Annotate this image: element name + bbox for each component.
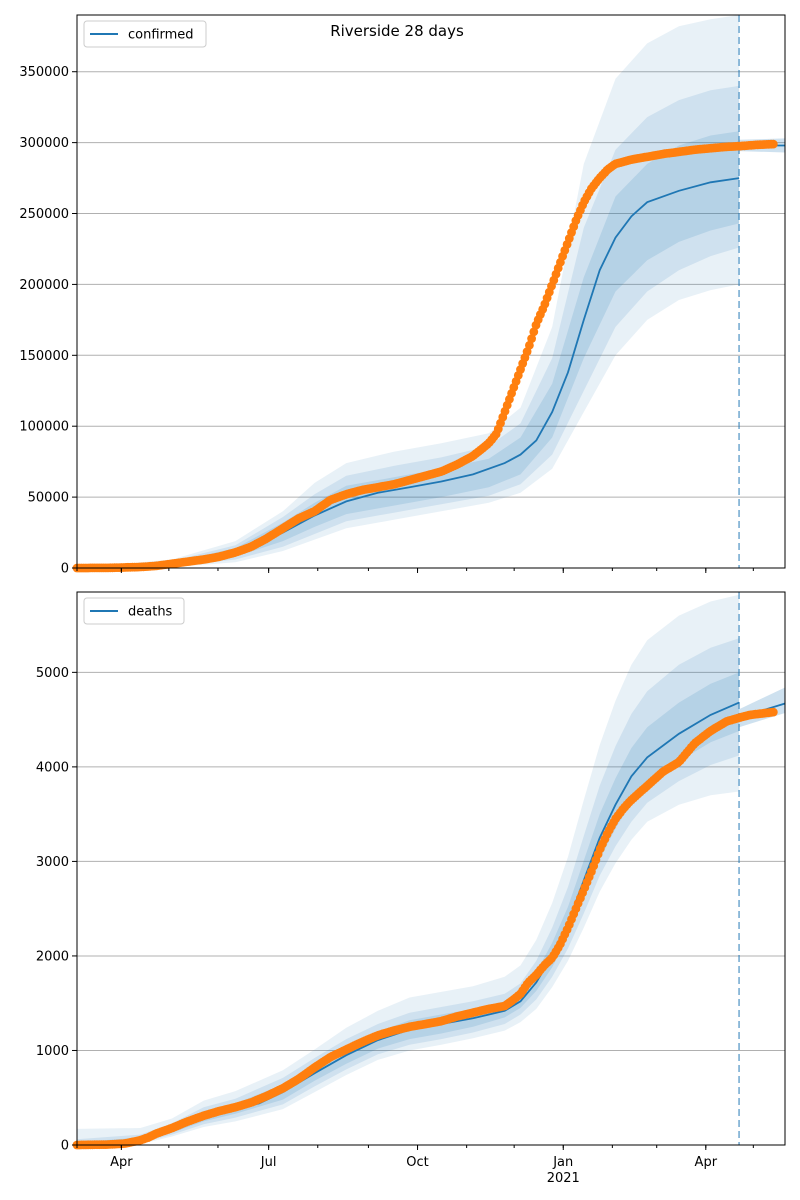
y-tick-label: 300000 <box>19 136 69 151</box>
y-tick-label: 5000 <box>36 666 69 681</box>
x-tick-label: Oct <box>406 1155 428 1170</box>
y-tick-label: 0 <box>61 562 69 577</box>
y-tick-label: 4000 <box>36 760 69 775</box>
deaths-observed-points <box>72 707 778 1150</box>
y-tick-label: 0 <box>61 1139 69 1154</box>
x-tick-label: Apr <box>110 1155 133 1170</box>
y-tick-label: 150000 <box>19 349 69 364</box>
confirmed-legend: confirmed <box>83 20 207 48</box>
deaths-axes-frame <box>76 591 786 1146</box>
deaths-gridlines <box>77 671 785 1051</box>
y-tick-label: 250000 <box>19 207 69 222</box>
confirmed-gridlines <box>77 71 785 498</box>
confirmed-y-axis: 0 50000 100000 150000 200000 250000 300000 3500… <box>19 65 77 577</box>
observed-point <box>529 327 539 337</box>
deaths-legend: deaths <box>83 597 185 625</box>
confirmed-axes-frame <box>76 14 786 569</box>
confirmed-x-axis <box>76 568 754 573</box>
uncertainty-band-outer <box>77 594 740 1145</box>
uncertainty-band-inner <box>77 672 740 1145</box>
uncertainty-band-outer <box>77 15 740 568</box>
x-tick-label: Apr <box>695 1155 718 1170</box>
legend-frame <box>83 20 207 48</box>
axes-frame <box>76 14 786 569</box>
observed-point <box>768 139 778 149</box>
y-tick-label: 2000 <box>36 949 69 964</box>
deaths-y-axis: 0 1000 2000 3000 4000 5000 <box>36 666 77 1154</box>
x-year-label: 2021 <box>547 1171 580 1186</box>
y-tick-label: 50000 <box>28 491 69 506</box>
chart-title: Riverside 28 days <box>330 22 464 40</box>
legend-frame <box>83 597 185 625</box>
y-tick-label: 100000 <box>19 420 69 435</box>
legend-label-confirmed: confirmed <box>128 28 194 43</box>
observed-point <box>527 334 536 343</box>
uncertainty-band-middle <box>77 85 740 569</box>
confirmed-axes: 0 50000 100000 150000 200000 250000 300000 3500… <box>19 14 786 577</box>
observed-point <box>768 707 778 717</box>
confirmed-observed-points <box>72 139 778 573</box>
y-tick-label: 350000 <box>19 65 69 80</box>
axes-frame <box>76 591 786 1146</box>
y-tick-label: 1000 <box>36 1044 69 1059</box>
y-tick-label: 200000 <box>19 278 69 293</box>
x-tick-label: Jan <box>552 1155 573 1170</box>
observed-point <box>525 340 534 350</box>
legend-label-deaths: deaths <box>128 605 173 620</box>
uncertainty-band-middle <box>77 638 740 1145</box>
deaths-axes: 0 1000 2000 3000 4000 5000 Apr Jul Oct Jan Apr 202… <box>36 591 786 1186</box>
deaths-x-axis: Apr Jul Oct Jan Apr 2021 <box>76 1145 754 1186</box>
x-tick-label: Jul <box>260 1155 277 1170</box>
y-tick-label: 3000 <box>36 855 69 870</box>
